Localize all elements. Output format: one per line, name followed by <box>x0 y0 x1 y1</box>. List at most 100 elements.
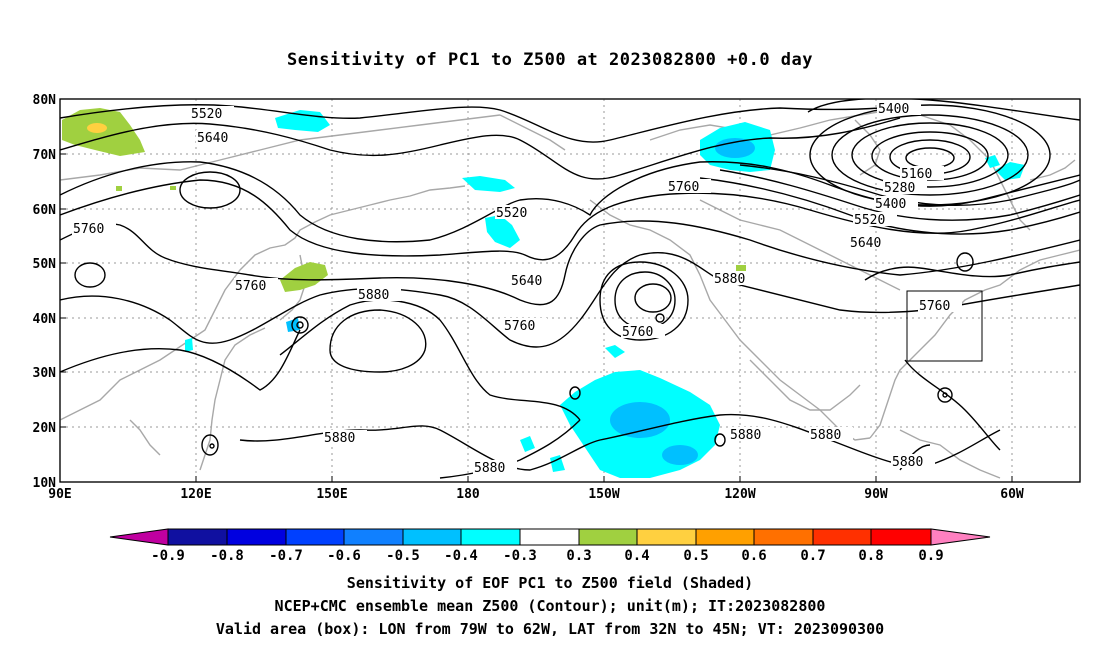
shade-negative-6 <box>985 155 1000 168</box>
colorbar-swatch <box>870 528 932 546</box>
colorbar-tick-label: -0.5 <box>386 548 420 564</box>
caption-valid-area: Valid area (box): LON from 79W to 62W, L… <box>215 620 885 638</box>
shade-negative-10 <box>662 445 698 465</box>
colorbar-tick-label: 0.4 <box>624 548 649 564</box>
contour-label: 5760 <box>668 180 699 195</box>
contour-label: 5640 <box>511 274 542 289</box>
colorbar-tick-label: 0.3 <box>566 548 591 564</box>
low-center-contour-1 <box>809 104 1051 206</box>
caption-shaded: Sensitivity of EOF PC1 to Z500 field (Sh… <box>346 574 754 592</box>
low-center-contour-3 <box>851 122 1009 188</box>
colorbar-ticks: -0.9 -0.8 -0.7 -0.6 -0.5 -0.4 -0.3 0.3 0… <box>151 548 944 564</box>
lat-label: 70N <box>33 148 57 163</box>
contour-label: 5160 <box>901 167 932 182</box>
colorbar-swatch <box>343 528 404 546</box>
colorbar <box>109 528 991 546</box>
colorbar-tick-label: -0.3 <box>503 548 537 564</box>
colorbar-tick-label: 0.9 <box>918 548 943 564</box>
contour-label: 5400 <box>878 102 909 117</box>
shade-positive-4 <box>736 265 746 271</box>
contour-label: 5400 <box>875 197 906 212</box>
low-center-contour-2 <box>831 114 1029 196</box>
colorbar-tick-label: 0.5 <box>683 548 708 564</box>
colorbar-tick-label: 0.8 <box>858 548 883 564</box>
colorbar-tick-label: -0.7 <box>269 548 303 564</box>
lon-label: 90W <box>864 487 888 502</box>
contour-label: 5640 <box>850 236 881 251</box>
colorbar-tick-label: -0.6 <box>327 548 361 564</box>
contour-label: 5760 <box>235 279 266 294</box>
colorbar-swatch <box>695 528 755 546</box>
colorbar-swatch <box>109 528 169 546</box>
lat-label: 20N <box>33 421 57 436</box>
shade-negative-1 <box>275 110 330 132</box>
contour-label: 5880 <box>714 272 745 287</box>
lon-label: 150W <box>588 487 619 502</box>
shade-negative-12 <box>520 436 535 452</box>
latitude-labels: 80N 70N 60N 50N 40N 30N 20N 10N <box>33 93 57 491</box>
contour-label: 5760 <box>919 299 950 314</box>
contour-label: 5640 <box>197 131 228 146</box>
shade-positive-3 <box>280 262 328 292</box>
longitude-labels: 90E 120E 150E 180 150W 120W 90W 60W <box>48 487 1024 502</box>
lat-label: 40N <box>33 312 57 327</box>
lon-label: 120W <box>724 487 755 502</box>
colorbar-swatch <box>578 528 638 546</box>
contour-label: 5760 <box>504 319 535 334</box>
shade-negative-2 <box>462 176 515 192</box>
colorbar-tick-label: -0.4 <box>444 548 478 564</box>
shade-negative-15 <box>185 338 193 352</box>
contour-label: 5880 <box>730 428 761 443</box>
colorbar-tick-label: -0.9 <box>151 548 185 564</box>
colorbar-swatch <box>753 528 814 546</box>
shade-negative-3 <box>485 215 520 248</box>
colorbar-swatch <box>285 528 345 546</box>
lat-label: 10N <box>33 476 57 491</box>
shade-positive-5 <box>116 186 122 191</box>
colorbar-swatch <box>930 528 991 546</box>
contour-label: 5520 <box>191 107 222 122</box>
axis-ticks <box>60 153 1013 482</box>
contour-label: 5520 <box>496 206 527 221</box>
colorbar-swatch <box>402 528 462 546</box>
shade-positive-2 <box>87 123 107 133</box>
contour-label: 5880 <box>892 455 923 470</box>
shade-negative-9 <box>610 402 670 438</box>
contour-label: 5760 <box>73 222 104 237</box>
lat-label: 50N <box>33 257 57 272</box>
lon-label: 180 <box>456 487 480 502</box>
contour-label: 5880 <box>810 428 841 443</box>
shade-negative-13 <box>550 455 565 472</box>
shade-negative-11 <box>605 345 625 358</box>
sensitivity-shading <box>62 108 1025 478</box>
lat-label: 30N <box>33 366 57 381</box>
colorbar-tick-label: -0.8 <box>210 548 244 564</box>
contour-label: 5880 <box>358 288 389 303</box>
colorbar-swatch <box>636 528 697 546</box>
colorbar-swatch <box>519 528 580 546</box>
shade-negative-14 <box>286 318 300 332</box>
colorbar-swatch <box>460 528 521 546</box>
colorbar-swatch <box>226 528 287 546</box>
lon-label: 150E <box>316 487 347 502</box>
map-title: Sensitivity of PC1 to Z500 at 2023082800… <box>286 50 813 70</box>
valid-area-box <box>906 290 983 362</box>
caption-contour: NCEP+CMC ensemble mean Z500 (Contour); u… <box>274 597 826 615</box>
lat-label: 60N <box>33 203 57 218</box>
contour-label: 5880 <box>324 431 355 446</box>
colorbar-swatch <box>167 528 228 546</box>
contour-label: 5760 <box>622 325 653 340</box>
shade-negative-5 <box>715 138 755 158</box>
contour-label: 5520 <box>854 213 885 228</box>
contour-label: 5880 <box>474 461 505 476</box>
lon-label: 120E <box>180 487 211 502</box>
lat-label: 80N <box>33 93 57 108</box>
colorbar-tick-label: 0.6 <box>741 548 766 564</box>
lon-label: 90E <box>48 487 71 502</box>
colorbar-swatch <box>812 528 872 546</box>
colorbar-tick-label: 0.7 <box>800 548 825 564</box>
lon-label: 60W <box>1000 487 1024 502</box>
contour-labels: 5520 5640 5400 5160 5280 5400 5520 5640 … <box>72 101 962 476</box>
shade-positive-6 <box>170 186 176 190</box>
